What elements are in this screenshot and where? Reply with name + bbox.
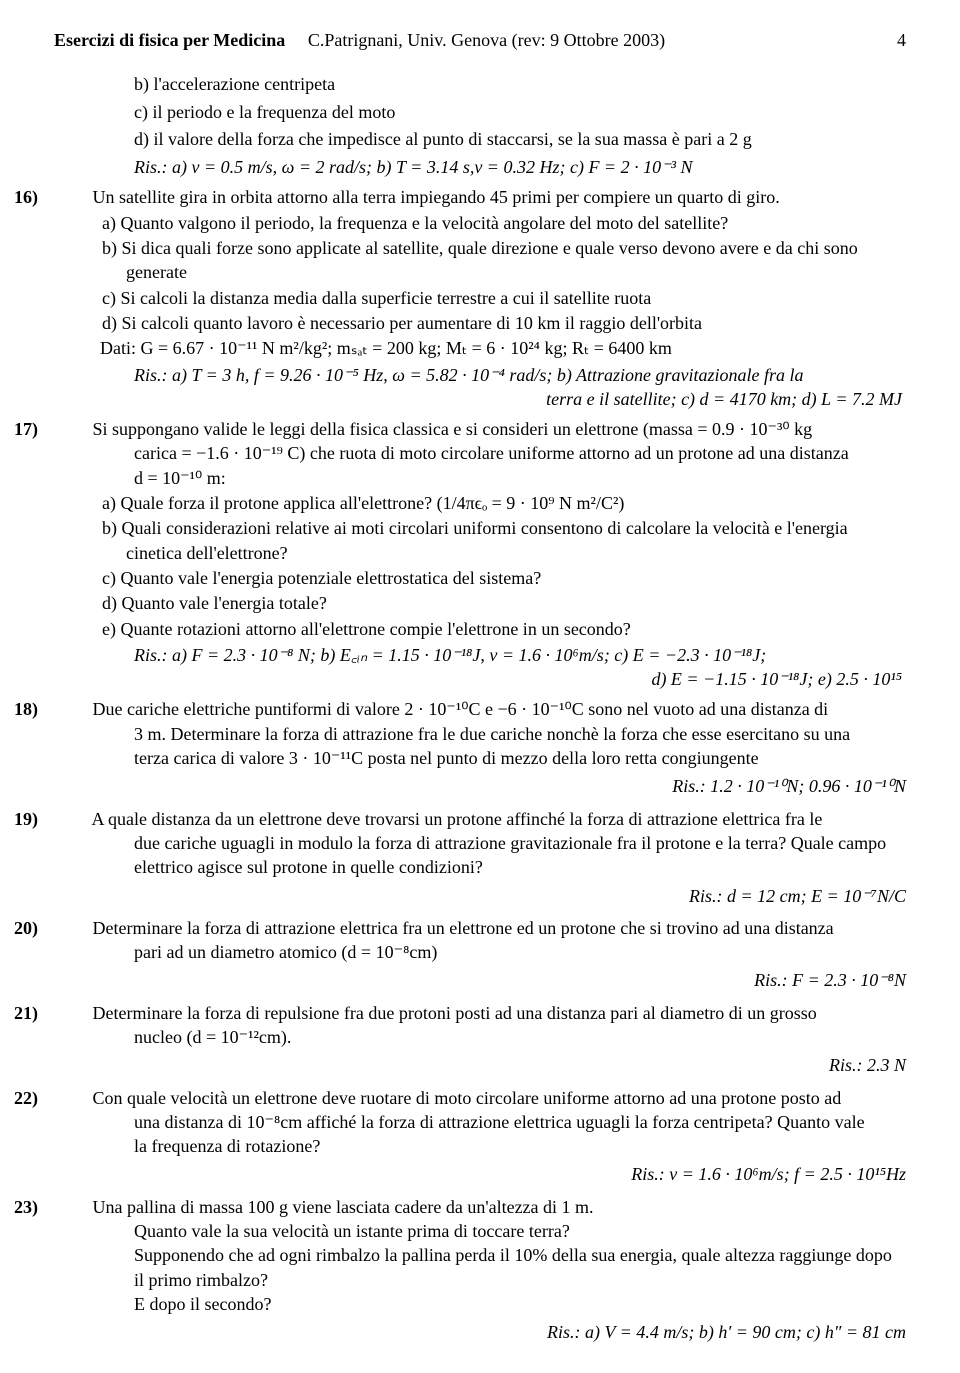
exercise-text-3: terza carica di valore 3 · 10⁻¹¹C posta … xyxy=(94,746,906,770)
ex18-ris: Ris.: 1.2 · 10⁻¹⁰N; 0.96 · 10⁻¹⁰N xyxy=(54,774,906,798)
exercise-number: 17) xyxy=(54,417,88,441)
exercise-number: 18) xyxy=(54,697,88,721)
exercise-text-2: Quanto vale la sua velocità un istante p… xyxy=(94,1219,906,1243)
exercise-number: 16) xyxy=(54,185,88,209)
exercise-text-4: il primo rimbalzo? xyxy=(94,1268,906,1292)
exercise-text-3: la frequenza di rotazione? xyxy=(94,1134,906,1158)
exercise-number: 23) xyxy=(54,1195,88,1219)
exercise-text-1: Una pallina di massa 100 g viene lasciat… xyxy=(93,1197,594,1217)
ex23-ris: Ris.: a) V = 4.4 m/s; b) h′ = 90 cm; c) … xyxy=(54,1320,906,1344)
ex17-item-e: e) Quante rotazioni attorno all'elettron… xyxy=(54,617,906,641)
ex21-ris: Ris.: 2.3 N xyxy=(54,1053,906,1077)
ex16-item-a: a) Quanto valgono il periodo, la frequen… xyxy=(54,211,906,235)
prev-ex-item-d: d) il valore della forza che impedisce a… xyxy=(54,127,906,151)
exercise-text-3: d = 10⁻¹⁰ m: xyxy=(94,466,906,490)
exercise-17: 17) Si suppongano valide le leggi della … xyxy=(54,417,906,490)
prev-ex-item-b: b) l'accelerazione centripeta xyxy=(54,72,906,96)
exercise-19: 19) A quale distanza da un elettrone dev… xyxy=(54,807,906,880)
exercise-20: 20) Determinare la forza di attrazione e… xyxy=(54,916,906,965)
prev-ex-item-c: c) il periodo e la frequenza del moto xyxy=(54,100,906,124)
exercise-text-3: elettrico agisce sul protone in quelle c… xyxy=(94,855,906,879)
exercise-number: 22) xyxy=(54,1086,88,1110)
exercise-text-1: Determinare la forza di attrazione elett… xyxy=(93,918,834,938)
ex16-dati: Dati: G = 6.67 · 10⁻¹¹ N m²/kg²; mₛₐₜ = … xyxy=(54,336,906,360)
ex22-ris: Ris.: v = 1.6 · 10⁶m/s; f = 2.5 · 10¹⁵Hz xyxy=(54,1162,906,1186)
ex16-item-c: c) Si calcoli la distanza media dalla su… xyxy=(54,286,906,310)
running-header: Esercizi di fisica per Medicina C.Patrig… xyxy=(54,28,906,52)
ex17-item-b: b) Quali considerazioni relative ai moti… xyxy=(54,516,906,565)
exercise-text-2: due cariche uguagli in modulo la forza d… xyxy=(94,831,906,855)
ex17-item-c: c) Quanto vale l'energia potenziale elet… xyxy=(54,566,906,590)
exercise-text-5: E dopo il secondo? xyxy=(94,1292,906,1316)
ex16-ris-1: Ris.: a) T = 3 h, f = 9.26 · 10⁻⁵ Hz, ω … xyxy=(54,363,906,387)
document-page: Esercizi di fisica per Medicina C.Patrig… xyxy=(0,0,960,1373)
page-number: 4 xyxy=(897,28,906,52)
exercise-text-1: A quale distanza da un elettrone deve tr… xyxy=(92,809,823,829)
exercise-text-2: nucleo (d = 10⁻¹²cm). xyxy=(94,1025,906,1049)
header-title: Esercizi di fisica per Medicina xyxy=(54,30,285,50)
ex16-item-d: d) Si calcoli quanto lavoro è necessario… xyxy=(54,311,906,335)
exercise-22: 22) Con quale velocità un elettrone deve… xyxy=(54,1086,906,1159)
ex16-item-b: b) Si dica quali forze sono applicate al… xyxy=(54,236,906,285)
exercise-text: Un satellite gira in orbita attorno alla… xyxy=(93,187,780,207)
exercise-16: 16) Un satellite gira in orbita attorno … xyxy=(54,185,906,209)
exercise-21: 21) Determinare la forza di repulsione f… xyxy=(54,1001,906,1050)
header-source: C.Patrignani, Univ. Genova (rev: 9 Ottob… xyxy=(308,30,665,50)
ex17-ris-2: d) E = −1.15 · 10⁻¹⁸J; e) 2.5 · 10¹⁵ xyxy=(54,667,906,691)
exercise-number: 19) xyxy=(54,807,88,831)
ex17-item-a: a) Quale forza il protone applica all'el… xyxy=(54,491,906,515)
exercise-number: 20) xyxy=(54,916,88,940)
exercise-text-1: Con quale velocità un elettrone deve ruo… xyxy=(93,1088,842,1108)
exercise-text-1: Si suppongano valide le leggi della fisi… xyxy=(93,419,813,439)
prev-ex-ris: Ris.: a) v = 0.5 m/s, ω = 2 rad/s; b) T … xyxy=(54,155,906,179)
exercise-text-2: 3 m. Determinare la forza di attrazione … xyxy=(94,722,906,746)
exercise-23: 23) Una pallina di massa 100 g viene las… xyxy=(54,1195,906,1316)
ex16-ris-2: terra e il satellite; c) d = 4170 km; d)… xyxy=(54,387,906,411)
exercise-text-2: pari ad un diametro atomico (d = 10⁻⁸cm) xyxy=(94,940,906,964)
ex19-ris: Ris.: d = 12 cm; E = 10⁻⁷N/C xyxy=(54,884,906,908)
exercise-18: 18) Due cariche elettriche puntiformi di… xyxy=(54,697,906,770)
exercise-text-2: una distanza di 10⁻⁸cm affiché la forza … xyxy=(94,1110,906,1134)
exercise-number: 21) xyxy=(54,1001,88,1025)
exercise-text-1: Due cariche elettriche puntiformi di val… xyxy=(93,699,829,719)
ex17-item-d: d) Quanto vale l'energia totale? xyxy=(54,591,906,615)
ex17-ris-1: Ris.: a) F = 2.3 · 10⁻⁸ N; b) E꜀ᵢₙ = 1.1… xyxy=(54,643,906,667)
ex20-ris: Ris.: F = 2.3 · 10⁻⁸N xyxy=(54,968,906,992)
exercise-text-3: Supponendo che ad ogni rimbalzo la palli… xyxy=(94,1243,906,1267)
exercise-text-2: carica = −1.6 · 10⁻¹⁹ C) che ruota di mo… xyxy=(94,441,906,465)
exercise-text-1: Determinare la forza di repulsione fra d… xyxy=(93,1003,817,1023)
